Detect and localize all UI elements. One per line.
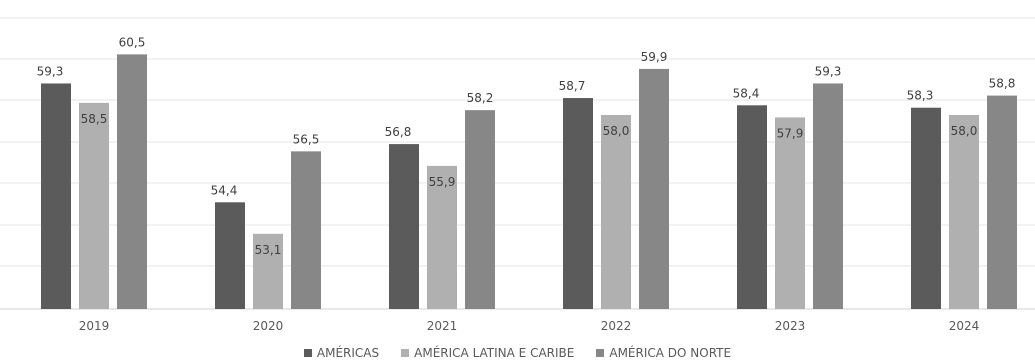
bar-america-latina-e-caribe-2022: [601, 115, 631, 309]
legend-label-americas: AMÉRICAS: [316, 346, 380, 360]
bar-america-latina-e-caribe-2024: [949, 115, 979, 309]
value-label-america-do-norte-2019: 60,5: [119, 35, 146, 49]
value-label-america-latina-e-caribe-2019: 58,5: [81, 112, 108, 126]
bar-america-latina-e-caribe-2021: [427, 165, 457, 309]
x-tick-label-2019: 2019: [79, 319, 110, 333]
bar-america-do-norte-2023: [813, 83, 843, 309]
x-tick-label-2023: 2023: [775, 319, 806, 333]
legend-label-america-latina-e-caribe: AMÉRICA LATINA E CARIBE: [414, 346, 575, 360]
bars: [41, 54, 1017, 310]
value-label-america-do-norte-2023: 59,3: [815, 64, 842, 78]
bar-americas-2023: [737, 105, 767, 309]
value-label-america-do-norte-2020: 56,5: [293, 132, 320, 146]
bar-america-latina-e-caribe-2020: [253, 233, 283, 309]
value-label-america-latina-e-caribe-2024: 58,0: [951, 124, 978, 138]
bar-americas-2020: [215, 202, 245, 309]
bar-america-do-norte-2024: [987, 95, 1017, 309]
bar-americas-2019: [41, 83, 71, 309]
bar-america-latina-e-caribe-2019: [79, 102, 109, 309]
legend-label-america-do-norte: AMÉRICA DO NORTE: [609, 346, 732, 360]
value-label-americas-2024: 58,3: [907, 89, 934, 103]
x-tick-label-2021: 2021: [427, 319, 458, 333]
value-label-americas-2022: 58,7: [559, 79, 586, 93]
legend: AMÉRICAS AMÉRICA LATINA E CARIBE AMÉRICA…: [0, 344, 1035, 362]
value-label-america-do-norte-2021: 58,2: [467, 91, 494, 105]
bar-america-do-norte-2022: [639, 68, 669, 309]
bar-america-latina-e-caribe-2023: [775, 117, 805, 309]
value-label-americas-2021: 56,8: [385, 125, 412, 139]
legend-item-america-latina-e-caribe: AMÉRICA LATINA E CARIBE: [401, 346, 574, 360]
value-label-americas-2019: 59,3: [37, 64, 64, 78]
gridlines: [0, 17, 1035, 310]
bar-americas-2024: [911, 107, 941, 309]
x-tick-label-2024: 2024: [949, 319, 980, 333]
value-label-americas-2020: 54,4: [211, 183, 238, 197]
bar-america-do-norte-2020: [291, 151, 321, 309]
legend-item-america-do-norte: AMÉRICA DO NORTE: [596, 346, 731, 360]
value-label-america-latina-e-caribe-2023: 57,9: [777, 126, 804, 140]
x-tick-label-2022: 2022: [601, 319, 632, 333]
bar-america-do-norte-2021: [465, 110, 495, 310]
value-label-america-latina-e-caribe-2022: 58,0: [603, 124, 630, 138]
x-axis-tick-labels: 2019 2020 2021 2022 2023 2024: [79, 319, 980, 333]
value-label-americas-2023: 58,4: [733, 86, 760, 100]
bar-americas-2022: [563, 98, 593, 310]
bar-americas-2021: [389, 144, 419, 309]
legend-swatch-americas: [303, 349, 312, 357]
value-label-america-latina-e-caribe-2020: 53,1: [255, 243, 282, 257]
legend-item-americas: AMÉRICAS: [303, 346, 380, 360]
value-label-america-do-norte-2024: 58,8: [989, 77, 1016, 91]
legend-swatch-america-latina-e-caribe: [401, 349, 410, 357]
value-label-america-latina-e-caribe-2021: 55,9: [429, 175, 456, 189]
bar-america-do-norte-2019: [117, 54, 147, 309]
value-label-america-do-norte-2022: 59,9: [641, 50, 668, 64]
value-labels: 59,3 58,5 60,5 54,4 53,1 56,5 56,8 55,9 58,2 58,7…: [37, 35, 1016, 256]
x-tick-label-2020: 2020: [253, 319, 284, 333]
legend-swatch-america-do-norte: [596, 349, 605, 357]
